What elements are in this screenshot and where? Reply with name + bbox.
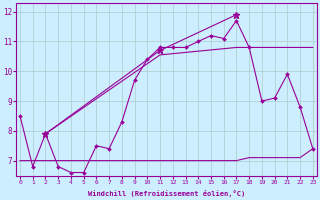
X-axis label: Windchill (Refroidissement éolien,°C): Windchill (Refroidissement éolien,°C) [88, 190, 245, 197]
